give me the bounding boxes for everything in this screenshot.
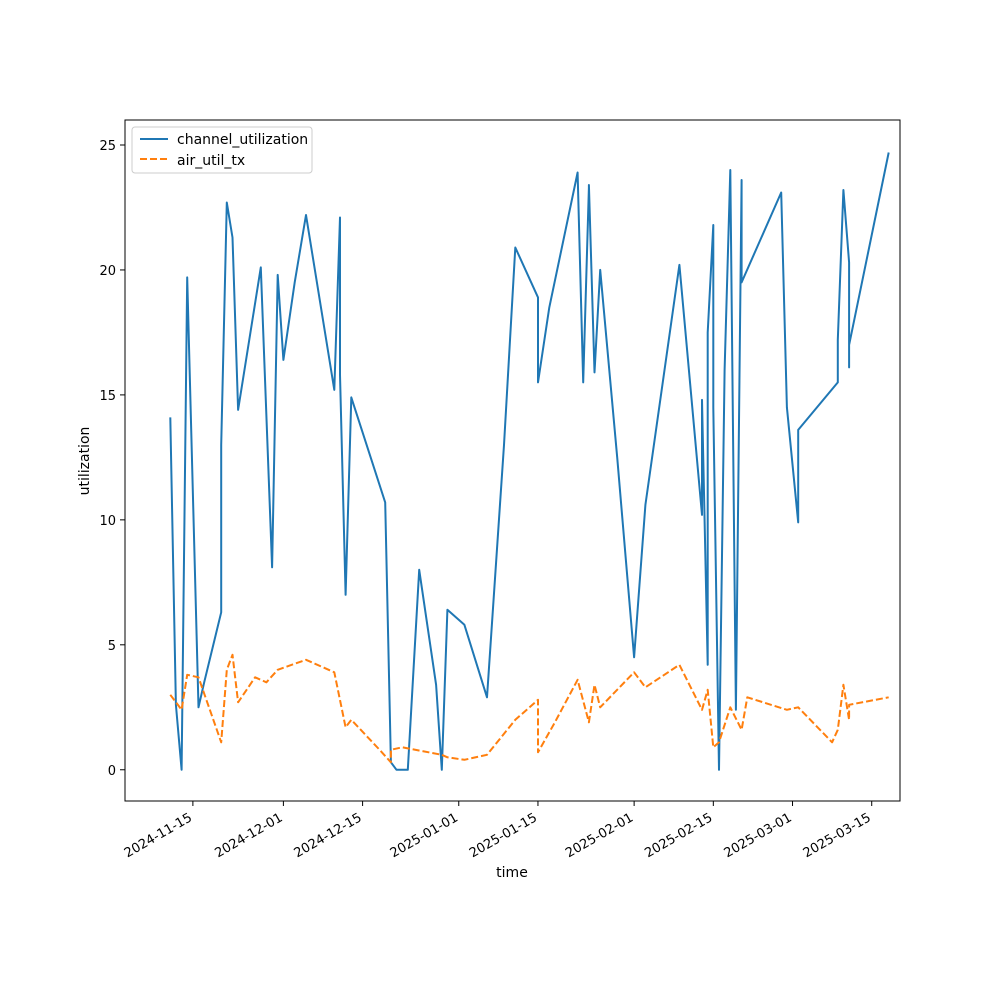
x-axis: 2024-11-15 2024-12-01 2024-12-15 2025-01-01… (122, 801, 874, 861)
x-tick-label: 2024-12-15 (292, 810, 365, 861)
legend-box (131, 126, 313, 174)
x-tick-label: 2025-02-01 (563, 810, 636, 861)
x-axis-label: time (496, 865, 528, 881)
legend-label-air-util-tx: air_util_tx (177, 153, 245, 169)
series-line-air-util-tx (169, 653, 889, 764)
y-axis: 0 5 10 15 20 25 (99, 139, 125, 779)
y-tick-label: 10 (99, 514, 116, 529)
x-tick-label: 2024-12-01 (212, 810, 285, 861)
x-tick-label: 2025-03-15 (801, 810, 874, 861)
x-tick-label: 2025-02-15 (642, 810, 715, 861)
plot-frame (124, 119, 901, 802)
plot-lines (169, 152, 890, 771)
y-tick-label: 15 (99, 389, 116, 404)
x-tick-label: 2025-01-15 (467, 810, 540, 861)
legend: channel_utilization air_util_tx (131, 126, 313, 174)
legend-label-channel-utilization: channel_utilization (177, 132, 308, 148)
x-tick-label: 2025-03-01 (722, 810, 795, 861)
series-line-channel-utilization (169, 152, 890, 771)
y-axis-label: utilization (77, 427, 93, 496)
x-tick-label: 2025-01-01 (388, 810, 461, 861)
y-tick-label: 5 (108, 639, 116, 654)
y-tick-label: 25 (99, 139, 116, 154)
x-tick-label: 2024-11-15 (122, 810, 195, 861)
y-tick-label: 20 (99, 264, 116, 279)
y-tick-label: 0 (108, 764, 116, 779)
